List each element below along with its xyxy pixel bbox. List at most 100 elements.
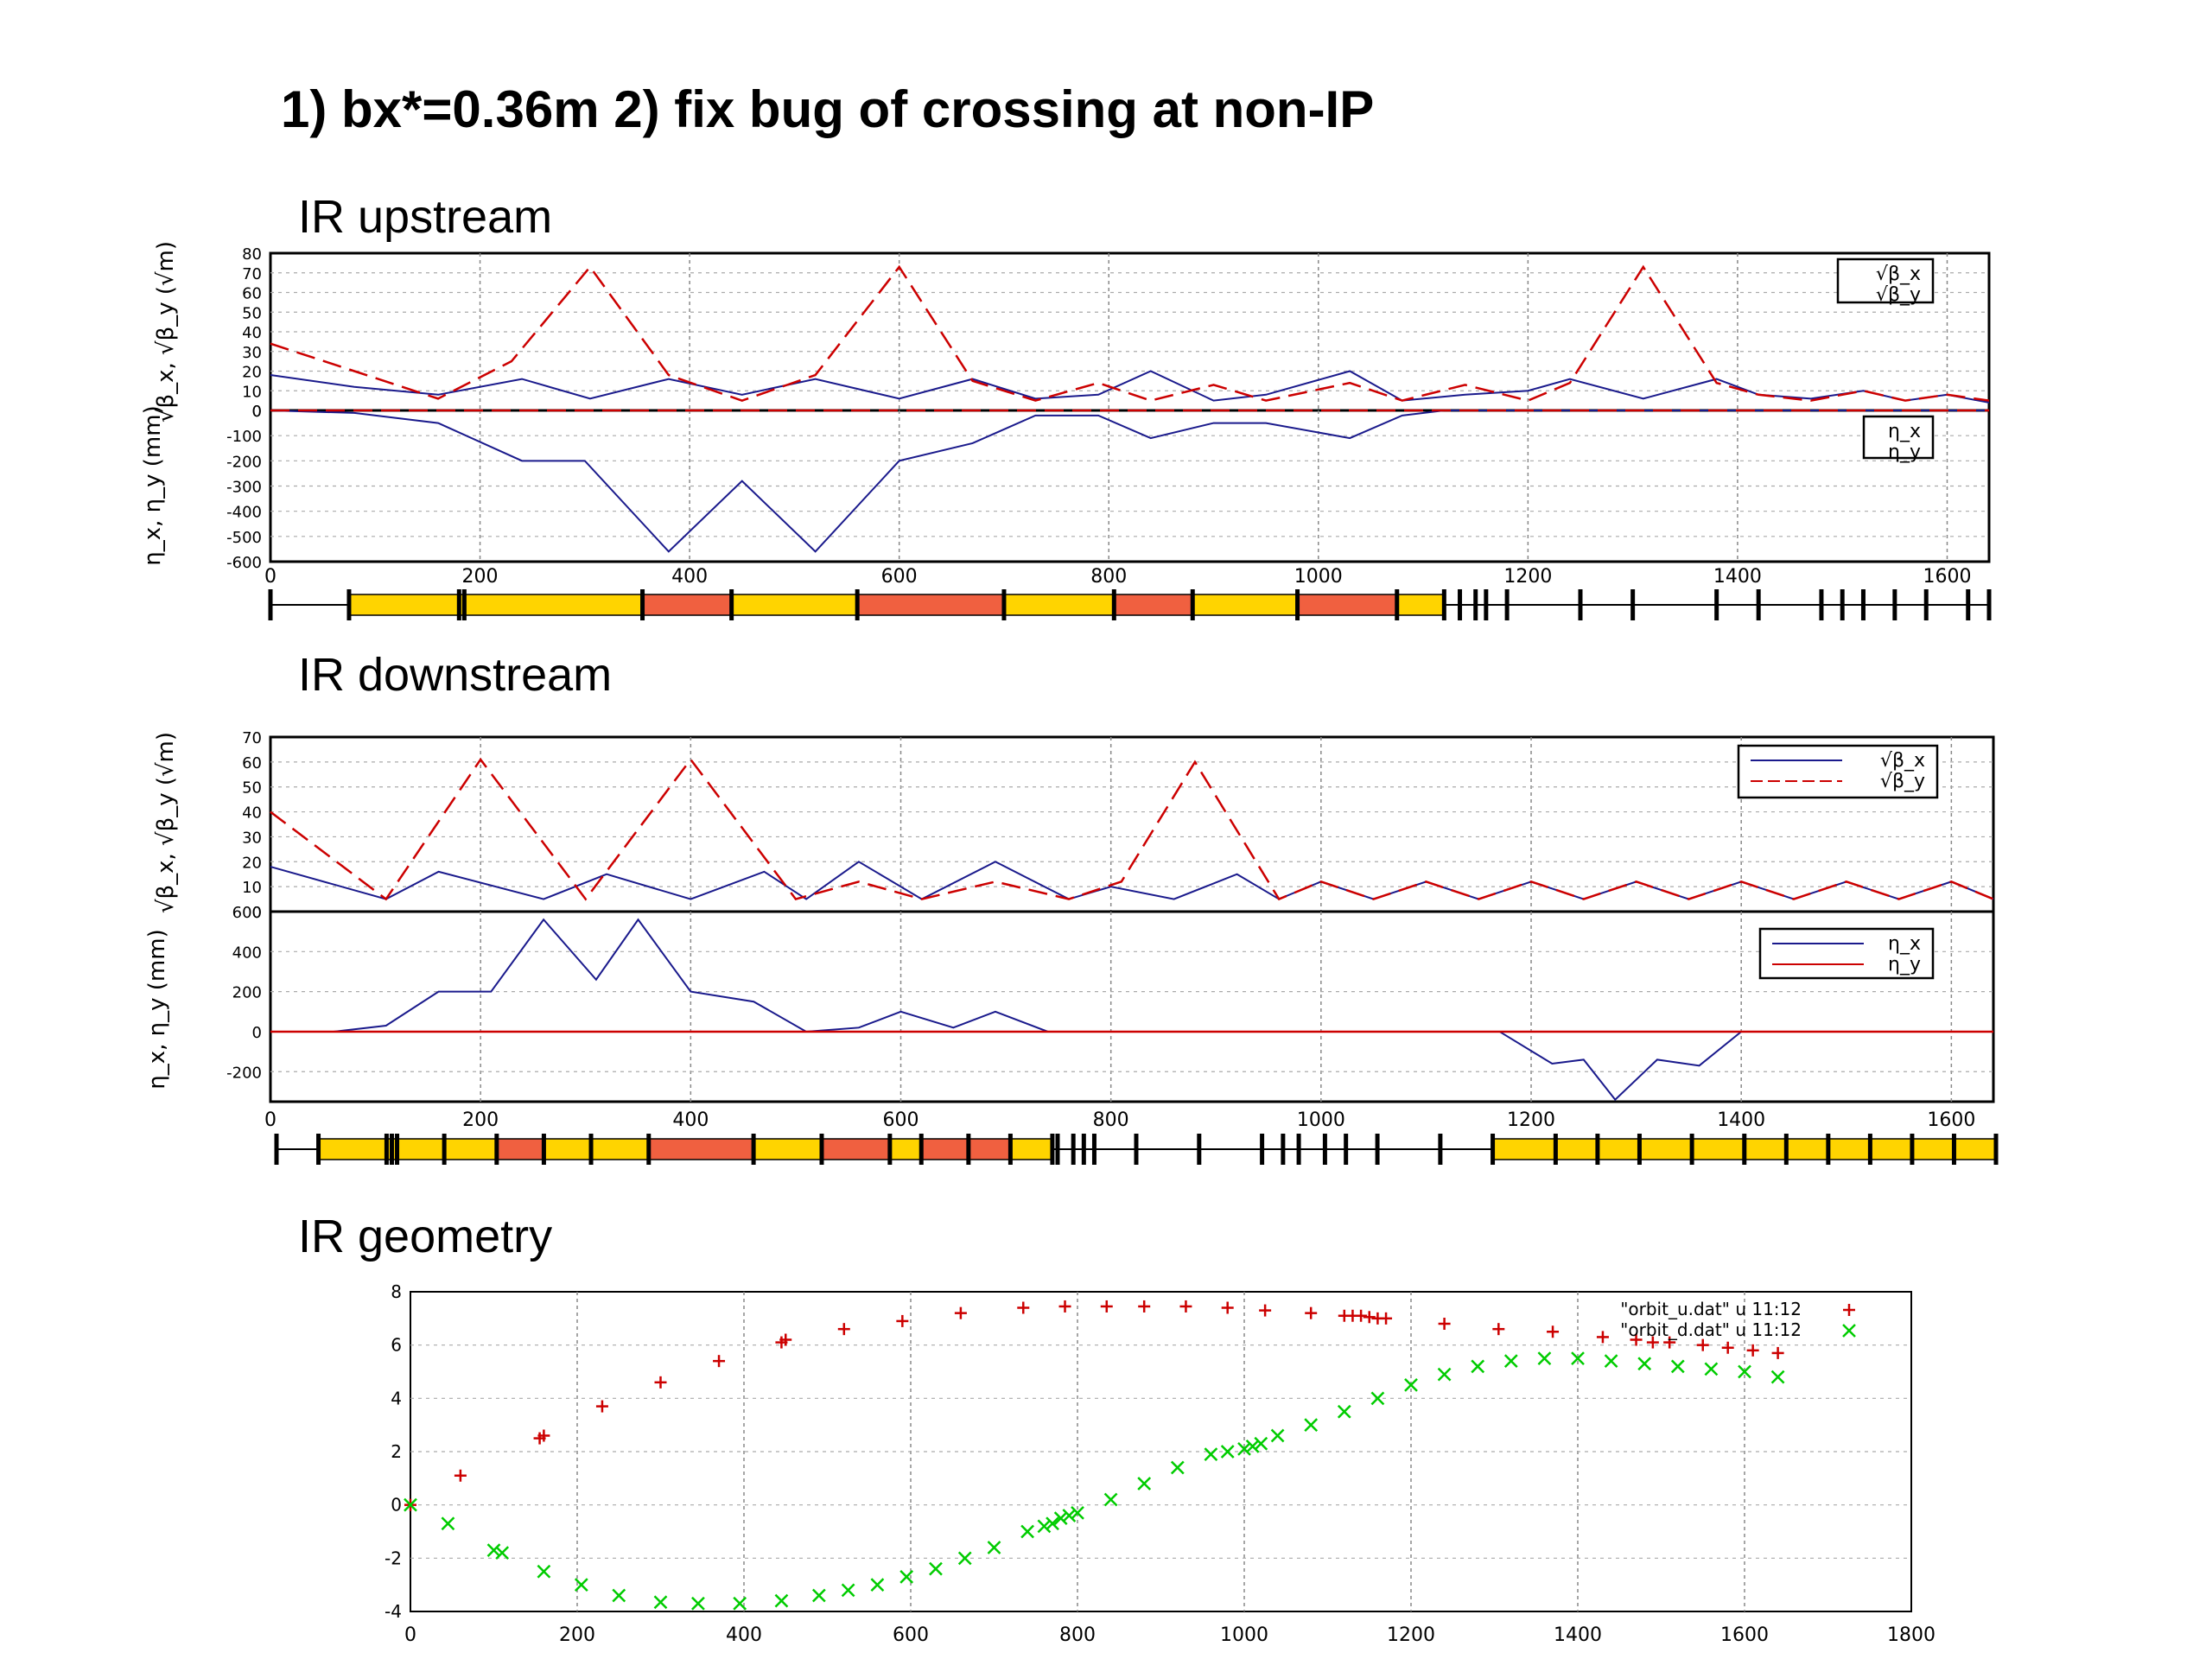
y-axis-label: √β_x, √β_y (√m) bbox=[153, 732, 179, 913]
data-point bbox=[1696, 1338, 1709, 1351]
y-tick-label: 0 bbox=[391, 1495, 402, 1516]
x-tick-label: 1600 bbox=[1923, 566, 1971, 588]
x-tick-label: 1200 bbox=[1503, 566, 1552, 588]
legend-label: √β_y bbox=[1880, 771, 1925, 792]
x-tick-label: 200 bbox=[559, 1624, 595, 1646]
data-point bbox=[1137, 1477, 1152, 1491]
data-point bbox=[441, 1516, 455, 1531]
data-point bbox=[1770, 1370, 1785, 1384]
data-point bbox=[1037, 1519, 1052, 1534]
marker-stroke bbox=[691, 1596, 705, 1611]
x-tick-label: 1400 bbox=[1554, 1624, 1602, 1646]
data-point bbox=[779, 1333, 792, 1346]
data-point bbox=[1596, 1331, 1609, 1344]
marker-stroke bbox=[1503, 1354, 1518, 1369]
marker-stroke bbox=[1237, 1442, 1251, 1456]
lattice-magnet bbox=[543, 1138, 650, 1160]
x-tick-label: 800 bbox=[1090, 566, 1127, 588]
y-tick-label: -4 bbox=[385, 1601, 402, 1622]
lattice-magnet bbox=[317, 1138, 388, 1160]
data-point bbox=[954, 1306, 967, 1319]
data-point bbox=[1071, 1506, 1084, 1520]
legend-label: η_x bbox=[1888, 421, 1921, 442]
marker-stroke bbox=[1571, 1351, 1585, 1365]
marker-stroke bbox=[404, 1497, 417, 1512]
data-point bbox=[1492, 1323, 1505, 1336]
data-point bbox=[574, 1578, 588, 1592]
data-point bbox=[1355, 1309, 1368, 1322]
data-point bbox=[1404, 1378, 1418, 1392]
data-point bbox=[1304, 1418, 1319, 1433]
marker-stroke bbox=[1770, 1370, 1785, 1384]
data-point bbox=[1053, 1511, 1068, 1525]
lattice-downstream bbox=[274, 1134, 1999, 1165]
data-point bbox=[713, 1355, 726, 1368]
data-point bbox=[1138, 1300, 1151, 1313]
legend-frame bbox=[1737, 744, 1939, 799]
y-tick-label: 0 bbox=[252, 1024, 262, 1042]
data-point bbox=[1670, 1359, 1685, 1374]
marker-stroke bbox=[899, 1570, 914, 1584]
marker-stroke bbox=[929, 1561, 943, 1576]
marker-stroke bbox=[1370, 1391, 1385, 1406]
lattice-magnet bbox=[730, 594, 858, 616]
data-point bbox=[1020, 1524, 1034, 1539]
data-point bbox=[1204, 1447, 1218, 1461]
y-axis-label: η_x, η_y (mm) bbox=[144, 929, 170, 1089]
marker-stroke bbox=[1471, 1359, 1485, 1374]
x-tick-label: 1200 bbox=[1507, 1109, 1555, 1131]
lattice-magnet bbox=[1396, 594, 1446, 616]
data-point bbox=[1100, 1300, 1113, 1313]
lattice-magnet bbox=[496, 1138, 545, 1160]
y-tick-label: 20 bbox=[242, 854, 262, 872]
data-point bbox=[691, 1596, 705, 1611]
lattice-magnet bbox=[1113, 594, 1194, 616]
data-point bbox=[1438, 1318, 1451, 1330]
legend: η_xη_y bbox=[1862, 415, 1935, 463]
marker-stroke bbox=[1137, 1477, 1152, 1491]
data-point bbox=[1259, 1304, 1272, 1317]
data-point bbox=[957, 1551, 972, 1566]
y-tick-label: 70 bbox=[242, 729, 262, 747]
marker-stroke bbox=[1738, 1364, 1751, 1379]
data-point bbox=[929, 1561, 943, 1576]
marker-stroke bbox=[1204, 1447, 1218, 1461]
marker-stroke bbox=[1254, 1436, 1268, 1451]
data-point bbox=[899, 1570, 914, 1584]
y-tick-label: -200 bbox=[226, 453, 262, 471]
y-tick-label: 4 bbox=[391, 1388, 402, 1408]
y-tick-label: 0 bbox=[252, 904, 262, 922]
chart-geometry: -4 -2 0 2 4 6 8 0 200 400 600 800 1000 1200 1400 1600 18… bbox=[385, 1281, 1936, 1646]
data-point bbox=[1437, 1367, 1452, 1382]
legend-label: √β_x bbox=[1876, 264, 1921, 285]
legend-frame bbox=[1836, 257, 1935, 304]
x-tick-label: 1000 bbox=[1297, 1109, 1345, 1131]
x-tick-label: 1600 bbox=[1720, 1624, 1769, 1646]
data-point bbox=[1270, 1428, 1285, 1443]
data-point bbox=[1062, 1509, 1077, 1522]
y-tick-label: 0 bbox=[252, 403, 262, 421]
y-tick-label: 8 bbox=[391, 1281, 402, 1302]
data-point bbox=[1237, 1442, 1251, 1456]
data-point bbox=[1746, 1344, 1759, 1357]
marker-stroke bbox=[1404, 1378, 1418, 1392]
marker-stroke bbox=[1537, 1351, 1552, 1365]
section-label-geometry: IR geometry bbox=[298, 1211, 553, 1262]
x-tick-label: 800 bbox=[1059, 1624, 1096, 1646]
marker-stroke bbox=[1053, 1511, 1068, 1525]
marker-stroke bbox=[1245, 1439, 1260, 1453]
marker-stroke bbox=[495, 1546, 510, 1560]
lattice-magnet bbox=[458, 594, 644, 616]
data-point bbox=[1337, 1404, 1351, 1419]
data-point bbox=[1221, 1301, 1234, 1314]
data-point bbox=[1179, 1300, 1192, 1313]
x-tick-label: 400 bbox=[671, 566, 708, 588]
x-tick-label: 1400 bbox=[1717, 1109, 1765, 1131]
y-tick-label: 6 bbox=[391, 1335, 402, 1356]
x-tick-label: 600 bbox=[883, 1109, 919, 1131]
data-point bbox=[1503, 1354, 1518, 1369]
data-point bbox=[595, 1400, 608, 1413]
